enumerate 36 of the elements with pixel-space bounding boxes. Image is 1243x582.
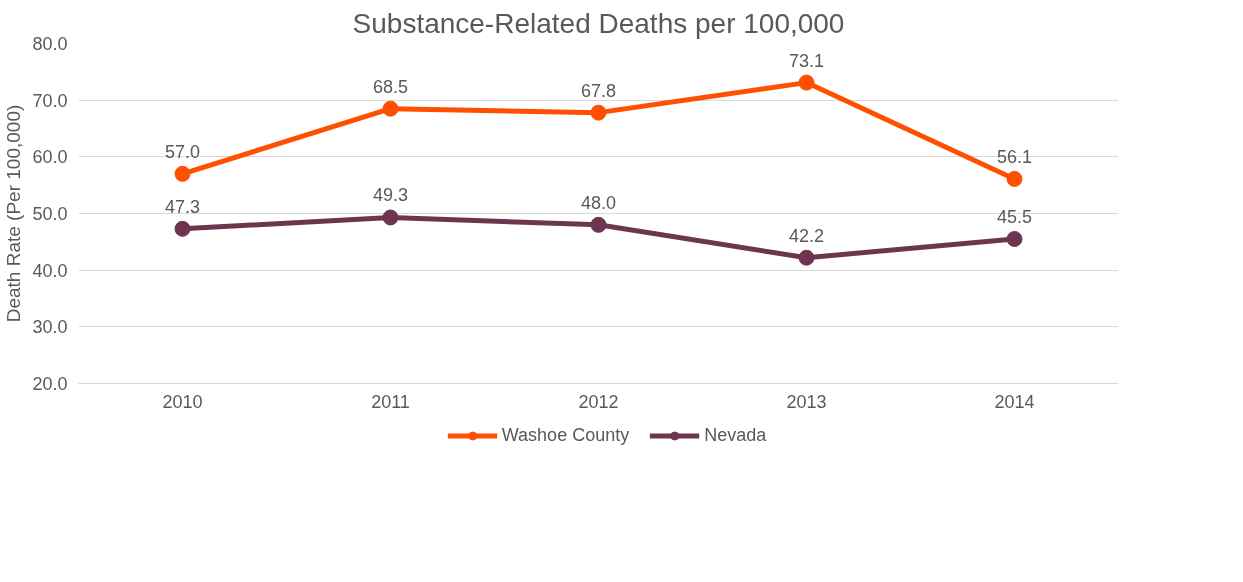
point — [798, 249, 815, 266]
point — [1006, 170, 1023, 187]
data-label: 47.3 — [164, 196, 201, 217]
y-tick-label: 70.0 — [32, 90, 68, 111]
point — [798, 74, 815, 91]
data-label: 48.0 — [580, 192, 617, 213]
legend-label: Washoe County — [501, 424, 630, 446]
x-tick-label: 2014 — [994, 391, 1035, 412]
x-tick-label: 2012 — [578, 391, 619, 412]
y-tick-label: 80.0 — [32, 34, 68, 54]
y-tick-label: 60.0 — [32, 147, 68, 168]
chart-title: Substance-Related Deaths per 100,000 — [352, 7, 845, 39]
x-tick-label: 2013 — [786, 391, 827, 412]
data-label: 73.1 — [788, 50, 825, 71]
point — [590, 104, 607, 121]
data-label: 57.0 — [164, 141, 201, 162]
point — [174, 220, 191, 237]
y-tick-label: 20.0 — [32, 374, 68, 394]
data-label: 67.8 — [580, 80, 617, 101]
x-tick-label: 2011 — [371, 391, 410, 412]
x-tick-label: 2010 — [162, 391, 203, 412]
point — [590, 216, 607, 233]
data-label: 42.2 — [788, 225, 825, 246]
y-tick-label: 50.0 — [32, 204, 68, 224]
y-tick-label: 40.0 — [32, 260, 68, 281]
point — [382, 209, 399, 226]
data-label: 45.5 — [996, 207, 1033, 227]
data-label: 49.3 — [372, 185, 409, 206]
point — [382, 100, 399, 117]
legend-label: Nevada — [704, 424, 767, 446]
data-label: 56.1 — [996, 146, 1033, 167]
point — [174, 165, 191, 182]
y-axis-title: Death Rate (Per 100,000) — [3, 104, 25, 323]
point — [1006, 231, 1023, 247]
data-label: 68.5 — [372, 76, 409, 97]
y-tick-label: 30.0 — [32, 317, 68, 338]
